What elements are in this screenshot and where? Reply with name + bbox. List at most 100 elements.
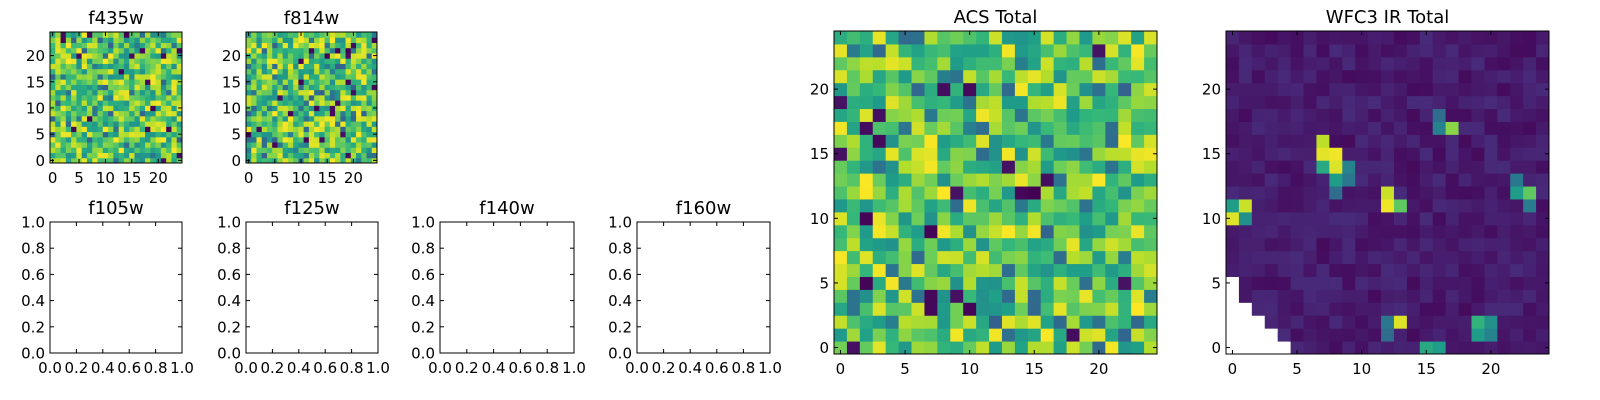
heatmap-cell [1277,289,1292,303]
heatmap-cell [1066,276,1080,290]
heatmap-cell [319,63,326,70]
heatmap-cell [1131,315,1145,329]
heatmap-cell [1131,173,1145,187]
heatmap-cell [324,121,331,127]
heatmap-cell [846,224,861,239]
heatmap-cell [924,108,938,122]
heatmap-cell [1040,224,1055,239]
heatmap-cell [345,89,352,96]
heatmap-cell [1001,186,1016,200]
heatmap-cell [166,68,172,75]
heatmap-cell [1001,121,1016,135]
heatmap-cell [145,136,151,143]
heatmap-cell [1251,43,1266,58]
heatmap-cell [1471,82,1485,97]
heatmap-cell [1355,237,1369,252]
heatmap-cell [287,89,294,96]
heatmap-cell [1053,160,1068,174]
heatmap-cell [1226,237,1240,252]
heatmap-cell [118,152,125,159]
heatmap-cell [924,328,938,342]
heatmap-cell [171,89,178,96]
heatmap-cell [1355,173,1369,187]
heatmap-cell [834,121,848,135]
heatmap-cell [1105,211,1119,226]
heatmap-cell [287,58,294,64]
heatmap-cell [1484,173,1498,187]
heatmap-cell [963,56,977,71]
heatmap-cell [65,79,72,85]
heatmap-cell [102,105,109,112]
heatmap-cell [885,328,900,342]
heatmap-cell [937,56,951,71]
heatmap-cell [108,131,114,138]
heatmap-cell [139,73,146,80]
heatmap-cell [1264,108,1279,122]
heatmap-cell [950,237,964,252]
heatmap-cell [1381,173,1395,187]
heatmap-cell [329,79,336,85]
heatmap-cell [145,110,151,117]
heatmap-cell [1303,56,1317,71]
heatmap-cell [834,250,848,265]
heatmap-cell [150,32,157,38]
heatmap-cell [1432,198,1447,213]
heatmap-cell [1355,263,1369,277]
heatmap-cell [1118,341,1132,355]
heatmap-cell [129,115,135,122]
heatmap-cell [1458,211,1472,226]
heatmap-cell [1419,69,1434,84]
heatmap-cell [102,63,109,70]
heatmap-cell [298,89,305,96]
heatmap-cell [293,52,299,59]
heatmap-cell [1027,224,1042,239]
heatmap-cell [282,110,289,117]
heatmap-cell [898,276,913,290]
heatmap-cell [1458,173,1472,187]
heatmap-cell [924,341,938,355]
heatmap-cell [1105,198,1119,213]
heatmap-cell [176,32,183,38]
heatmap-cell [1027,160,1042,174]
heatmap-cell [356,73,362,80]
heatmap-cell [1001,198,1016,213]
heatmap-cell [155,52,162,59]
heatmap-cell [1303,224,1317,239]
heatmap-cell [1001,341,1016,355]
heatmap-cell [898,69,913,84]
heatmap-cell [937,82,951,97]
heatmap-cell [963,43,977,58]
heatmap-cell [92,105,99,112]
heatmap-cell [256,73,263,80]
heatmap-cell [329,58,336,64]
heatmap-cell [1316,328,1330,342]
heatmap-cell [1406,95,1421,110]
heatmap-cell [261,152,268,159]
panel-title: f125w [284,198,339,219]
heatmap-cell [1432,31,1447,45]
heatmap-cell [266,68,273,75]
y-tick-label: 10 [1202,210,1221,228]
heatmap-cell [1419,43,1434,58]
heatmap-cell [282,32,289,38]
heatmap-cell [1432,250,1447,265]
heatmap-cell [911,69,925,84]
heatmap-cell [1131,69,1145,84]
heatmap-cell [1355,43,1369,58]
heatmap-cell [123,142,130,148]
heatmap-cell [108,37,114,43]
heatmap-cell [71,105,77,112]
heatmap-cell [950,147,964,161]
heatmap-cell [846,250,861,265]
heatmap-cell [150,94,157,101]
heatmap-cell [308,136,315,143]
heatmap-cell [989,211,1003,226]
heatmap-cell [86,47,93,54]
heatmap-cell [872,82,887,97]
heatmap-cell [92,37,99,43]
heatmap-cell [1510,31,1524,45]
heatmap-cell [81,110,88,117]
heatmap-cell [314,58,320,64]
heatmap-cell [71,63,77,70]
heatmap-cell [145,105,151,112]
